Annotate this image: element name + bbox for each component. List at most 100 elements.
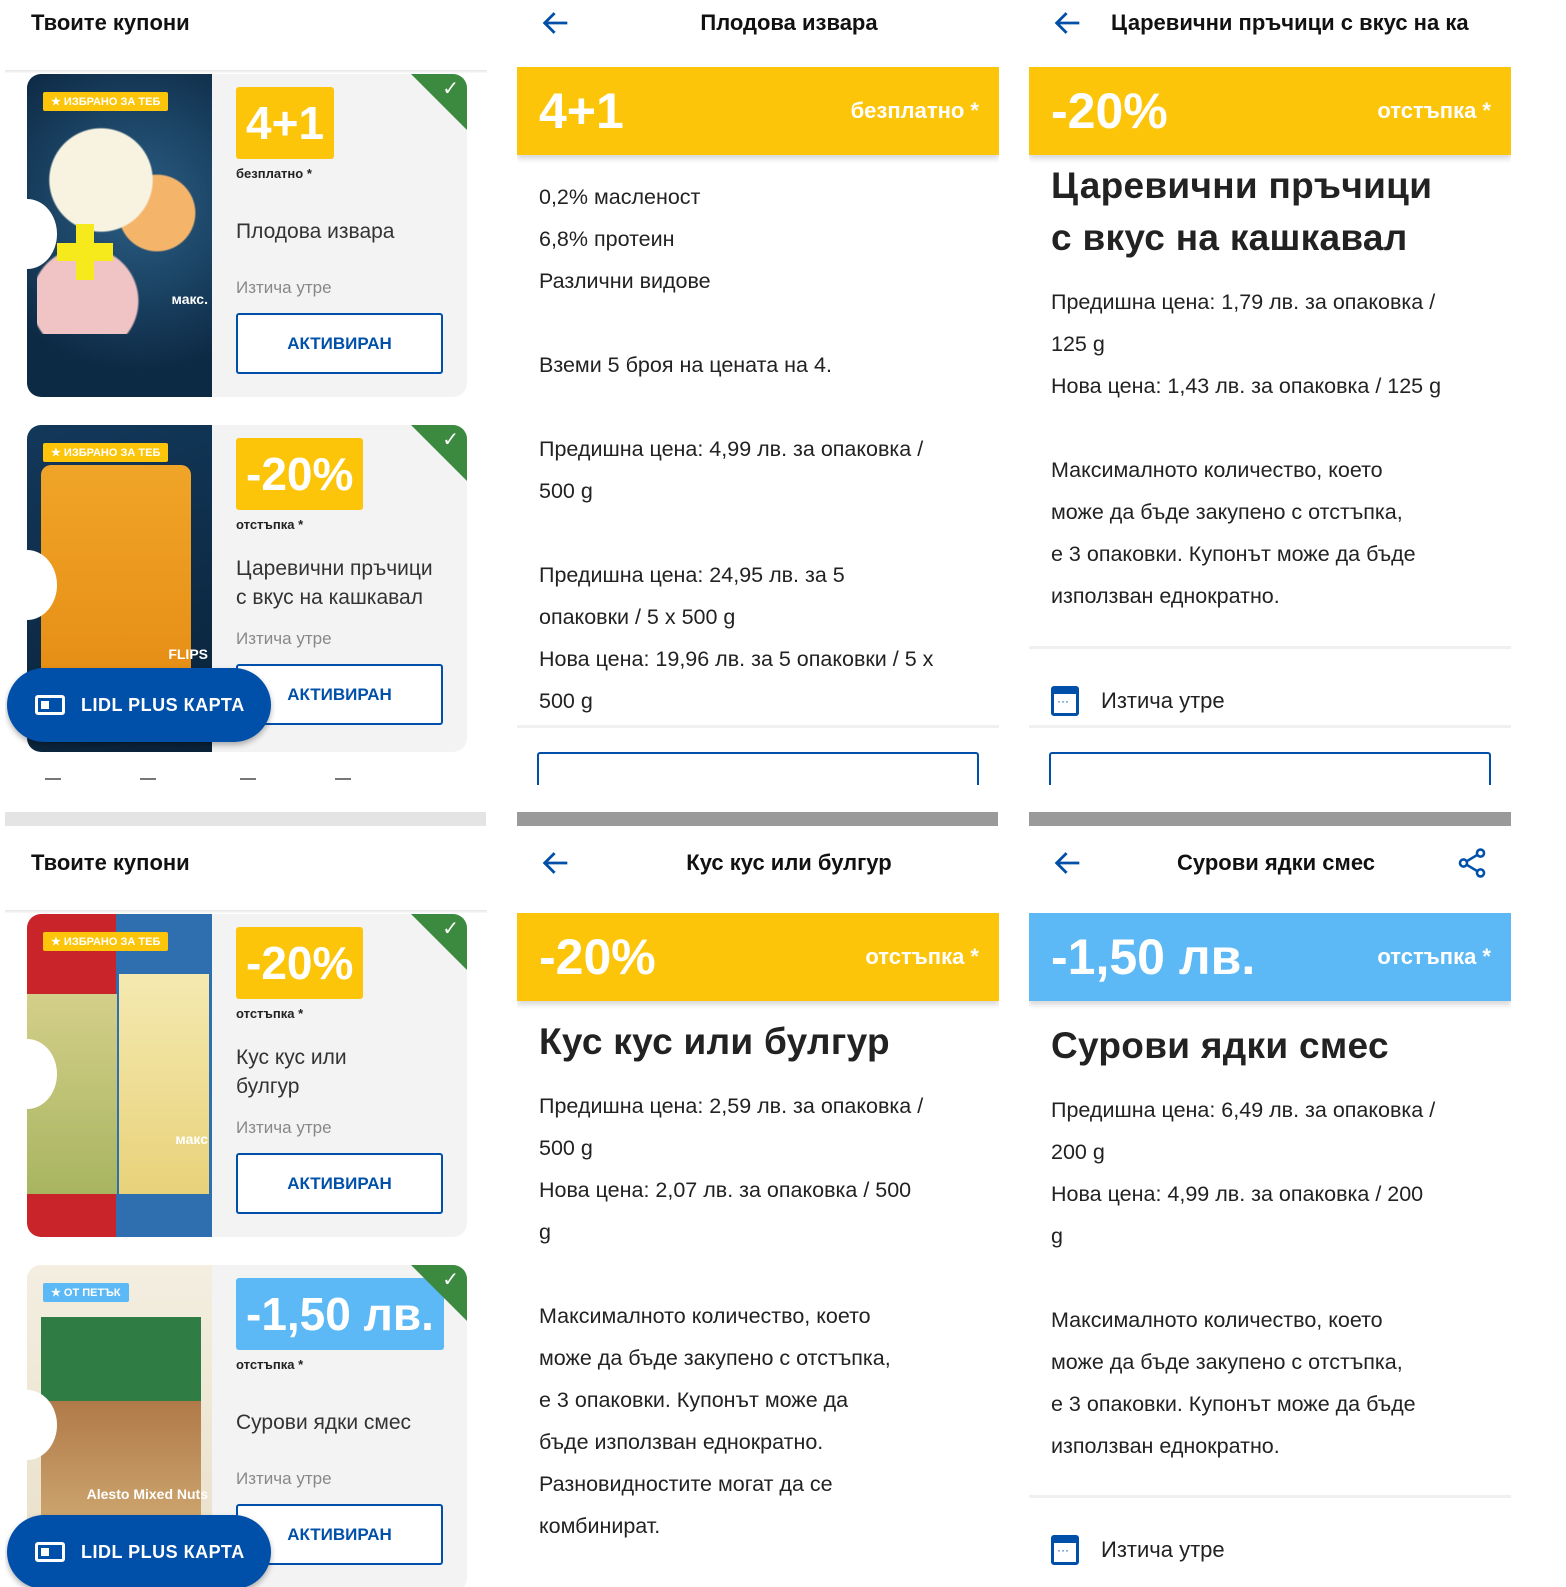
product-name: Царевични пръчици с вкус на кашкавал bbox=[236, 545, 461, 620]
description-line: Максималното количество, което bbox=[539, 1304, 871, 1328]
page-title: Твоите купони bbox=[31, 10, 190, 35]
description-line: Нова цена: 19,96 лв. за 5 опаковки / 5 x bbox=[539, 647, 934, 671]
product-name: Сурови ядки смес bbox=[236, 1385, 461, 1460]
calendar-icon bbox=[1051, 1535, 1079, 1565]
deal-label: отстъпка * bbox=[865, 944, 979, 969]
description-line: Нова цена: 4,99 лв. за опаковка / 200 bbox=[1051, 1182, 1424, 1206]
deal-value: -20% bbox=[1051, 83, 1168, 139]
status-bar bbox=[1029, 812, 1511, 826]
description-line: може да бъде закупено с отстъпка, bbox=[539, 1346, 891, 1370]
back-arrow-icon[interactable] bbox=[539, 846, 573, 880]
check-icon: ✓ bbox=[442, 78, 459, 100]
expiry-text: Изтича утре bbox=[1101, 688, 1225, 713]
activated-corner bbox=[411, 914, 467, 970]
description-line: Нова цена: 2,07 лв. за опаковка / 500 bbox=[539, 1178, 912, 1202]
lidl-plus-card-button[interactable]: LIDL PLUS КАРТА bbox=[7, 668, 271, 742]
description-line: Разновидностите могат да се bbox=[539, 1472, 833, 1496]
activated-button[interactable]: АКТИВИРАН bbox=[236, 313, 443, 374]
header-divider bbox=[5, 910, 487, 913]
expiry-text: Изтича утре bbox=[236, 1469, 332, 1488]
check-icon: ✓ bbox=[442, 918, 459, 940]
activate-button[interactable] bbox=[537, 752, 979, 785]
description-line: опаковки / 5 x 500 g bbox=[539, 605, 736, 629]
product-image: ★ ИЗБРАНО ЗА ТЕБ макс bbox=[27, 914, 212, 1237]
activate-button[interactable] bbox=[1049, 752, 1491, 785]
product-title: Кус кус или булгур bbox=[539, 1016, 890, 1068]
description-line: бъде използван еднократно. bbox=[539, 1430, 824, 1454]
deal-banner: 4+1 безплатно * bbox=[517, 67, 999, 155]
coupon-card[interactable]: ★ ИЗБРАНО ЗА ТЕБ макс -20% отстъпка * Кус ку… bbox=[27, 914, 467, 1237]
deal-label: отстъпка * bbox=[1377, 944, 1491, 969]
product-title-line: Царевични пръчици bbox=[1051, 165, 1433, 206]
image-caption: FLIPS bbox=[168, 646, 208, 662]
coupons-icon[interactable] bbox=[140, 778, 156, 784]
description-line bbox=[539, 1253, 989, 1295]
description-line: Различни видове bbox=[539, 269, 711, 293]
deal-banner: -20% отстъпка * bbox=[1029, 67, 1511, 155]
deal-label: отстъпка * bbox=[236, 517, 304, 532]
image-caption: макс bbox=[175, 1131, 208, 1147]
check-icon: ✓ bbox=[442, 429, 459, 451]
expiry-text: Изтича утре bbox=[236, 278, 332, 297]
deal-value: -20% bbox=[539, 929, 656, 985]
section-divider bbox=[1029, 1495, 1511, 1498]
activated-corner bbox=[411, 425, 467, 481]
activated-button[interactable]: АКТИВИРАН bbox=[236, 1153, 443, 1214]
deal-value: -20% bbox=[236, 438, 364, 510]
description-line bbox=[1051, 407, 1501, 449]
description-line bbox=[539, 512, 989, 554]
description-line: 6,8% протеин bbox=[539, 227, 675, 251]
product-name: Плодова извара bbox=[236, 194, 461, 269]
share-icon[interactable] bbox=[1455, 846, 1489, 880]
back-arrow-icon[interactable] bbox=[1051, 846, 1085, 880]
expiry-row: Изтича утре bbox=[1051, 1535, 1225, 1565]
description-line: 200 g bbox=[1051, 1140, 1105, 1164]
card-icon bbox=[35, 695, 65, 715]
product-name-line: Сурови ядки смес bbox=[236, 1411, 412, 1434]
back-arrow-icon[interactable] bbox=[539, 6, 573, 40]
description-line: може да бъде закупено с отстъпка, bbox=[1051, 1350, 1403, 1374]
section-divider bbox=[1029, 646, 1511, 649]
coupon-detail-screen: Сурови ядки смес -1,50 лв. отстъпка * Суров… bbox=[1029, 840, 1511, 1587]
activated-corner bbox=[411, 74, 467, 130]
back-arrow-icon[interactable] bbox=[1051, 6, 1085, 40]
description-line: Предишна цена: 6,49 лв. за опаковка / bbox=[1051, 1098, 1436, 1122]
coupon-detail-screen: Царевични пръчици с вкус на ка -20% отстъп… bbox=[1029, 0, 1511, 785]
product-description: Предишна цена: 6,49 лв. за опаковка / 200… bbox=[1051, 1089, 1501, 1467]
description-line: използван еднократно. bbox=[1051, 584, 1280, 608]
more-icon[interactable] bbox=[335, 778, 351, 784]
deal-label: отстъпка * bbox=[236, 1006, 304, 1021]
expiry-row: Изтича утре bbox=[1051, 686, 1225, 716]
section-divider bbox=[517, 725, 999, 728]
offers-icon[interactable] bbox=[240, 778, 256, 784]
description-line: Вземи 5 броя на цената на 4. bbox=[539, 353, 832, 377]
card-icon bbox=[35, 1542, 65, 1562]
description-line: 500 g bbox=[539, 689, 593, 713]
lidl-plus-card-button[interactable]: LIDL PLUS КАРТА bbox=[7, 1515, 271, 1587]
deal-label: безплатно * bbox=[850, 98, 979, 123]
coupon-detail-screen: Плодова извара 4+1 безплатно * 0,2% маслено… bbox=[517, 0, 999, 785]
coupon-detail-screen: Кус кус или булгур -20% отстъпка * Кус кус … bbox=[517, 840, 999, 1587]
expiry-text: Изтича утре bbox=[236, 1118, 332, 1137]
section-divider bbox=[1029, 725, 1511, 728]
description-line: Максималното количество, което bbox=[1051, 458, 1383, 482]
description-line: 0,2% масленост bbox=[539, 185, 701, 209]
page-title: Сурови ядки смес bbox=[1176, 850, 1375, 875]
product-title: Царевични пръчици с вкус на кашкавал bbox=[1051, 160, 1432, 264]
expiry-text: Изтича утре bbox=[236, 629, 332, 648]
description-line: използван еднократно. bbox=[1051, 1434, 1280, 1458]
description-line: Предишна цена: 2,59 лв. за опаковка / bbox=[539, 1094, 924, 1118]
coupon-card[interactable]: ★ ИЗБРАНО ЗА ТЕБ макс. 4+1 безплатно * Плодо… bbox=[27, 74, 467, 397]
activated-corner bbox=[411, 1265, 467, 1321]
deal-label: отстъпка * bbox=[1377, 98, 1491, 123]
page-title: Плодова извара bbox=[700, 10, 878, 35]
product-description: Предишна цена: 2,59 лв. за опаковка / 500… bbox=[539, 1085, 989, 1547]
description-line bbox=[1051, 1257, 1501, 1299]
description-line: g bbox=[1051, 1224, 1063, 1248]
description-line: g bbox=[539, 1220, 551, 1244]
home-icon[interactable] bbox=[45, 778, 61, 784]
deal-label: отстъпка * bbox=[236, 1357, 304, 1372]
deal-value: -1,50 лв. bbox=[236, 1278, 444, 1350]
activated-button[interactable]: АКТИВИРАН bbox=[236, 664, 443, 725]
product-title-line: Сурови ядки смес bbox=[1051, 1025, 1389, 1066]
